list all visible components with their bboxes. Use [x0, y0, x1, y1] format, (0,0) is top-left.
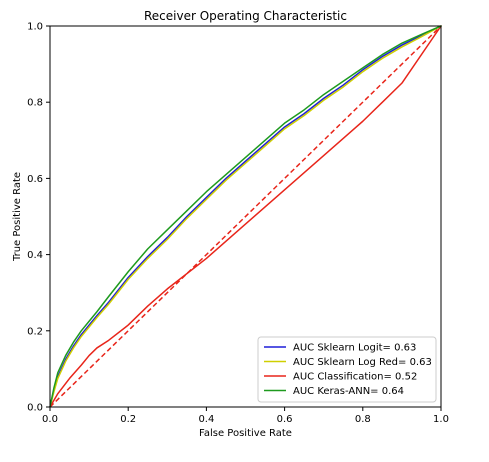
y-axis-label: True Positive Rate	[12, 172, 23, 262]
x-tick-label: 0.0	[42, 414, 58, 425]
x-tick-label: 0.2	[120, 414, 136, 425]
y-tick-label: 0.0	[27, 403, 43, 414]
x-tick-label: 0.4	[198, 414, 214, 425]
roc-series-line-4	[49, 25, 442, 408]
plot-frame	[49, 25, 442, 408]
legend-entry-label: AUC Classification= 0.52	[293, 372, 417, 383]
x-tick-label: 0.6	[277, 414, 293, 425]
legend-entry-label: AUC Keras-ANN= 0.64	[293, 386, 404, 397]
legend-box	[257, 336, 437, 403]
y-axis: 0.0 0.2 0.4 0.6 0.8 1.0	[27, 22, 50, 414]
y-tick-label: 0.4	[27, 250, 43, 261]
roc-series-line-2	[49, 25, 442, 408]
y-tick-label: 0.6	[27, 174, 43, 185]
reference-diagonal-line	[49, 25, 442, 408]
x-axis-label: False Positive Rate	[199, 428, 292, 439]
x-axis: 0.0 0.2 0.4 0.6 0.8 1.0	[42, 407, 449, 425]
y-tick-label: 0.8	[27, 98, 43, 109]
plot-area	[49, 25, 442, 408]
y-tick-label: 1.0	[27, 22, 43, 33]
legend-entry-label: AUC Sklearn Log Red= 0.63	[293, 357, 432, 368]
x-tick-label: 1.0	[433, 414, 449, 425]
chart-title: Receiver Operating Characteristic	[144, 9, 347, 23]
legend: AUC Sklearn Logit= 0.63 AUC Sklearn Log R…	[257, 336, 437, 403]
roc-series-line-1	[49, 25, 442, 408]
legend-entry-label: AUC Sklearn Logit= 0.63	[293, 343, 416, 354]
y-tick-label: 0.2	[27, 326, 43, 337]
roc-series-line-3	[49, 25, 442, 408]
x-tick-label: 0.8	[355, 414, 371, 425]
